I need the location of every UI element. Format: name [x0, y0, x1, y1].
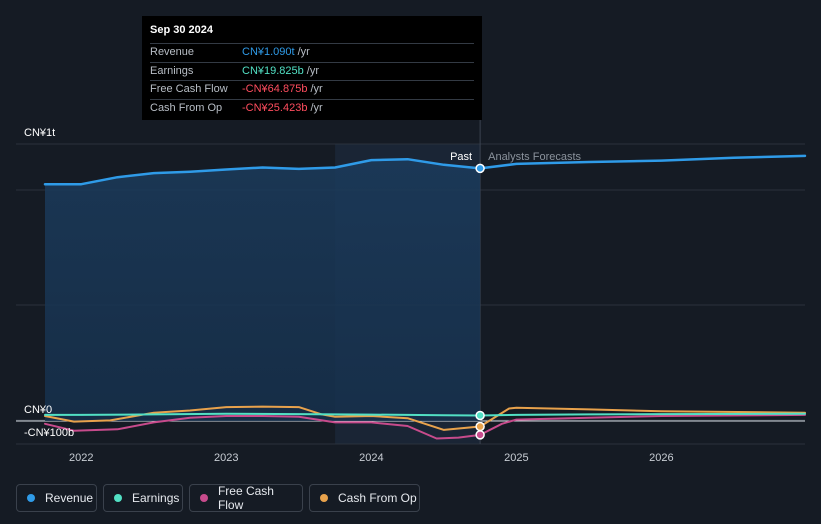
marker-earnings — [475, 410, 485, 421]
tooltip-label: Earnings — [150, 64, 194, 77]
x-tick-label: 2025 — [504, 452, 528, 464]
series-line-earnings — [44, 412, 806, 417]
tooltip-row-revenue: Revenue CN¥1.090t /yr — [150, 44, 474, 63]
legend-item-revenue[interactable]: Revenue — [16, 484, 97, 512]
series-line-free-cash-flow — [44, 413, 806, 440]
marker-free-cash-flow — [475, 430, 485, 440]
series-line-cash-from-op — [44, 405, 806, 431]
legend-item-free-cash-flow[interactable]: Free Cash Flow — [189, 484, 303, 512]
tooltip-date: Sep 30 2024 — [150, 24, 474, 44]
x-tick-label: 2024 — [359, 452, 383, 464]
y-tick-label: CN¥1t — [24, 127, 55, 139]
forecast-label: Analysts Forecasts — [488, 151, 581, 163]
tooltip-value: CN¥1.090t — [242, 46, 295, 58]
legend-dot-icon — [200, 494, 208, 502]
legend-label: Free Cash Flow — [217, 484, 274, 512]
legend-dot-icon — [27, 494, 35, 502]
tooltip-unit: /yr — [306, 64, 320, 77]
tooltip: Sep 30 2024 Revenue CN¥1.090t /yr Earnin… — [142, 16, 482, 120]
y-tick-label: CN¥0 — [24, 404, 52, 416]
tooltip-label: Revenue — [150, 46, 195, 58]
legend-item-earnings[interactable]: Earnings — [103, 484, 183, 512]
x-tick-label: 2022 — [69, 452, 93, 464]
legend-item-cash-from-op[interactable]: Cash From Op — [309, 484, 420, 512]
marker-revenue — [475, 163, 485, 174]
y-tick-label: -CN¥100b — [24, 427, 74, 439]
tooltip-value: -CN¥25.423b — [242, 101, 308, 114]
tooltip-unit: /yr — [310, 83, 323, 95]
legend-label: Revenue — [45, 491, 94, 505]
tooltip-row-cash-from-op: Cash From Op -CN¥25.423b /yr — [150, 100, 474, 118]
x-tick-label: 2026 — [649, 452, 673, 464]
tooltip-value: -CN¥64.875b — [242, 83, 308, 95]
legend-label: Earnings — [132, 491, 180, 505]
series-line-revenue — [43, 154, 807, 186]
tooltip-row-free-cash-flow: Free Cash Flow -CN¥64.875b /yr — [150, 81, 474, 100]
legend-label: Cash From Op — [338, 491, 417, 505]
revenue-area-fill — [45, 159, 481, 421]
x-tick-label: 2023 — [214, 452, 238, 464]
legend-dot-icon — [114, 494, 122, 502]
tooltip-label: Free Cash Flow — [150, 83, 228, 95]
tooltip-label: Cash From Op — [150, 101, 223, 114]
marker-cash-from-op — [475, 421, 485, 432]
tooltip-row-earnings: Earnings CN¥19.825b /yr — [150, 63, 474, 81]
legend-dot-icon — [320, 494, 328, 502]
past-label: Past — [450, 151, 472, 163]
tooltip-unit: /yr — [297, 46, 310, 58]
tooltip-unit: /yr — [310, 101, 323, 114]
tooltip-value: CN¥19.825b — [242, 64, 304, 77]
